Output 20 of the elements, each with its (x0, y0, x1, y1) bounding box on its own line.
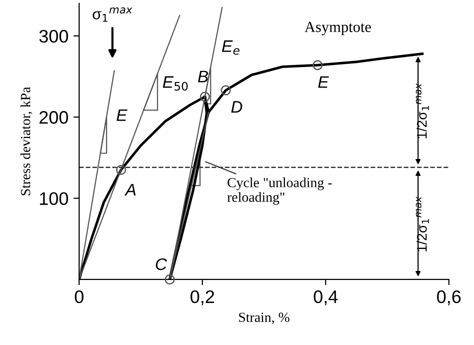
annotation: Asymptote (304, 22, 371, 36)
x-tick-label: 0,4 (314, 290, 338, 306)
annotation: A (124, 184, 136, 196)
x-tick-label: 0,6 (437, 290, 461, 306)
y-axis-title: Stress deviator, kPa (20, 86, 32, 196)
x-axis-title: Strain, % (239, 312, 290, 324)
y-tick-label: 100 (40, 192, 68, 205)
x-tick-label: 0,2 (190, 290, 214, 306)
y-tick-label: 300 (39, 30, 68, 43)
annotation: E$_{e}$ (222, 40, 240, 55)
y-tick-label: 200 (40, 111, 68, 124)
annotation: Cycle "unloading - reloading" (227, 178, 332, 205)
annotation: B (198, 70, 208, 82)
annotation: E$_{50}$ (162, 76, 188, 91)
x-tick-label: 0 (74, 290, 84, 304)
annotation: D (231, 101, 242, 113)
annotation: E (318, 76, 329, 88)
annotation: C (156, 258, 168, 270)
annotation: σ$_{1}$$^{max}$ (92, 7, 132, 22)
annotation: E (116, 109, 128, 121)
